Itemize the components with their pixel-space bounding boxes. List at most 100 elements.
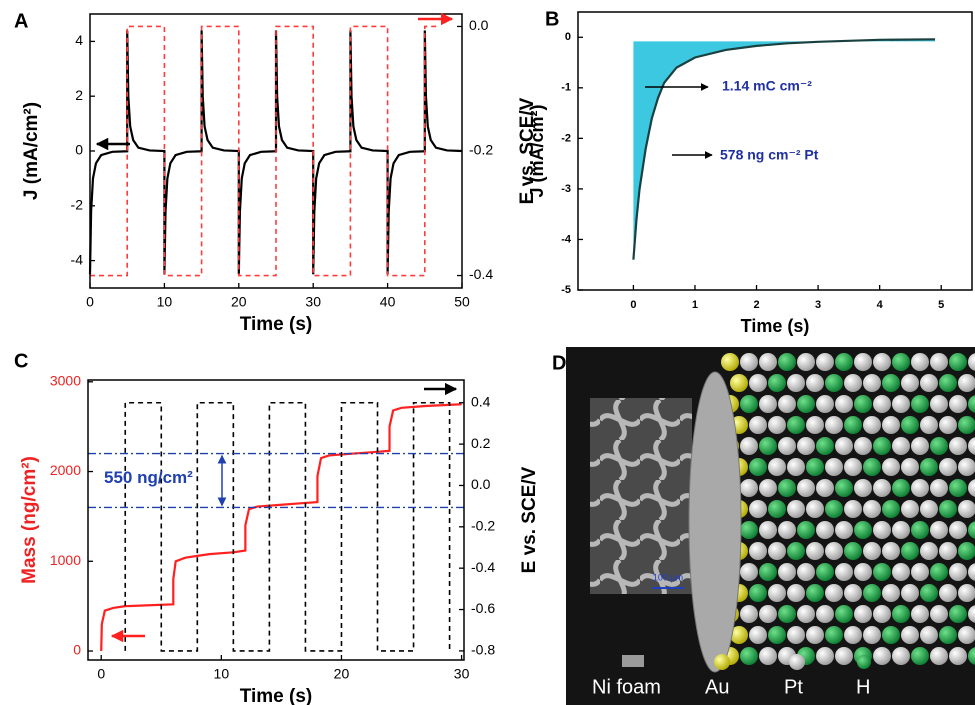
atom — [749, 374, 767, 392]
atom — [825, 374, 843, 392]
atom — [806, 374, 824, 392]
atom — [835, 479, 853, 497]
atom — [806, 500, 824, 518]
atom — [873, 563, 891, 581]
atom — [730, 374, 748, 392]
atom — [816, 521, 834, 539]
atom — [778, 395, 796, 413]
y-tick-label: 4 — [75, 32, 83, 48]
atom — [930, 605, 948, 623]
legend-swatch — [622, 655, 644, 667]
nanostructure — [721, 353, 975, 665]
atom — [797, 479, 815, 497]
atom — [911, 479, 929, 497]
y-axis-label: J (mA/cm²) — [527, 104, 547, 197]
atom — [759, 479, 777, 497]
y-tick-label: -3 — [561, 183, 571, 195]
atom — [863, 416, 881, 434]
atom — [901, 542, 919, 560]
legend-swatch — [714, 654, 730, 670]
atom — [854, 395, 872, 413]
atom — [844, 416, 862, 434]
data-line — [90, 25, 440, 277]
atom — [939, 626, 957, 644]
atom — [958, 626, 975, 644]
y2-axis-label: E vs. SCE/V — [519, 466, 540, 573]
atom — [854, 437, 872, 455]
y2-axis-label: E vs. SCE/V — [517, 97, 538, 204]
atom — [882, 626, 900, 644]
atom — [787, 416, 805, 434]
x-tick-label: 10 — [157, 294, 173, 310]
y-tick-label: -4 — [561, 233, 572, 245]
atom — [778, 605, 796, 623]
atom — [873, 479, 891, 497]
atom — [816, 563, 834, 581]
atom — [930, 647, 948, 665]
atom — [920, 500, 938, 518]
data-line — [88, 30, 463, 275]
atom — [949, 437, 967, 455]
y2-tick-label: 0.0 — [469, 17, 489, 33]
atom — [920, 374, 938, 392]
panel-label: B — [545, 8, 559, 30]
atom — [778, 437, 796, 455]
atom — [749, 500, 767, 518]
atom — [920, 416, 938, 434]
atom — [920, 458, 938, 476]
atom — [939, 374, 957, 392]
atom — [854, 353, 872, 371]
scale-bar-label: 100 μm — [653, 572, 683, 582]
atom — [759, 437, 777, 455]
atom — [740, 647, 758, 665]
atom — [825, 584, 843, 602]
x-tick-label: 20 — [334, 666, 350, 682]
ni-foam-face — [688, 371, 742, 673]
atom — [816, 647, 834, 665]
atom — [730, 626, 748, 644]
atom — [968, 437, 975, 455]
x-tick-label: 10 — [214, 666, 230, 682]
atom — [911, 605, 929, 623]
atom — [949, 353, 967, 371]
y-tick-label: -4 — [71, 251, 84, 267]
legend-label: Pt — [784, 676, 803, 698]
atom — [930, 479, 948, 497]
x-tick-label: 30 — [305, 294, 321, 310]
x-tick-label: 30 — [454, 666, 470, 682]
atom — [863, 626, 881, 644]
atom — [863, 542, 881, 560]
atom — [968, 479, 975, 497]
x-tick-label: 5 — [938, 299, 944, 311]
atom — [873, 353, 891, 371]
atom — [939, 584, 957, 602]
x-axis-label: Time (s) — [240, 314, 313, 335]
atom — [835, 437, 853, 455]
atom — [778, 563, 796, 581]
atom — [939, 500, 957, 518]
atom — [768, 584, 786, 602]
atom — [787, 584, 805, 602]
atom — [768, 374, 786, 392]
atom — [816, 605, 834, 623]
atom — [863, 458, 881, 476]
atom — [911, 563, 929, 581]
atom — [844, 626, 862, 644]
atom — [806, 584, 824, 602]
atom — [863, 584, 881, 602]
atom — [911, 647, 929, 665]
atom — [892, 353, 910, 371]
atom — [835, 395, 853, 413]
atom — [901, 500, 919, 518]
atom — [901, 458, 919, 476]
area — [633, 39, 936, 260]
atom — [882, 584, 900, 602]
atom — [806, 416, 824, 434]
atom — [892, 605, 910, 623]
atom — [958, 500, 975, 518]
atom — [787, 542, 805, 560]
atom — [882, 500, 900, 518]
atom — [920, 542, 938, 560]
x-tick-label: 2 — [753, 299, 759, 311]
